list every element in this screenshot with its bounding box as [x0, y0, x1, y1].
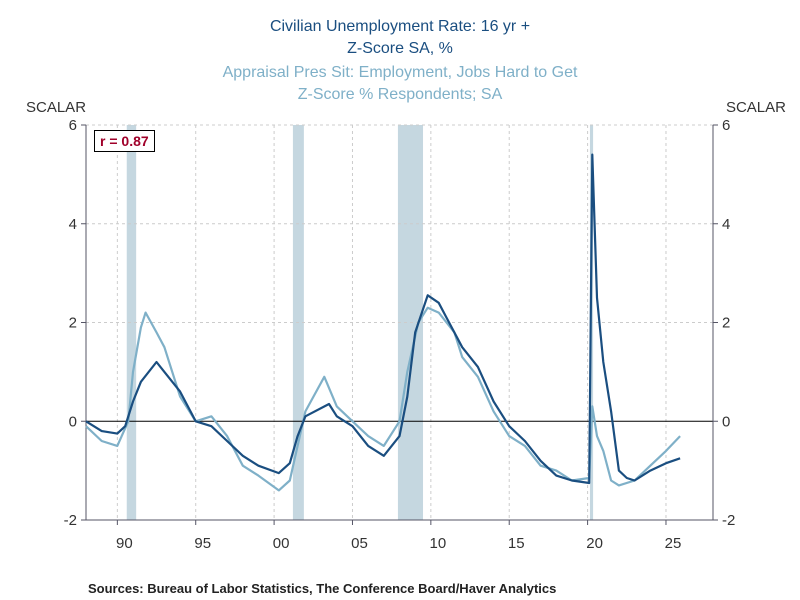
y-tick-label-right: 6 [722, 117, 730, 134]
x-tick-label: 00 [273, 535, 290, 552]
x-tick-label: 90 [116, 535, 133, 552]
y-tick-label-right: 4 [722, 216, 730, 233]
y-tick-label-left: -2 [64, 512, 77, 529]
y-tick-label-left: 6 [69, 117, 77, 134]
y-tick-label-right: 0 [722, 413, 730, 430]
y-tick-label-right: 2 [722, 315, 730, 332]
y-axis-right-label: SCALAR [725, 99, 786, 116]
series-unemployment-rate-line [85, 153, 681, 485]
correlation-annotation: r = 0.87 [94, 130, 155, 152]
y-tick-label-left: 4 [69, 216, 77, 233]
x-tick-label: 20 [586, 535, 603, 552]
x-tick-label: 10 [430, 535, 447, 552]
y-tick-label-left: 0 [69, 413, 77, 430]
x-tick-label: 05 [351, 535, 368, 552]
series-jobs-hard-to-get-line [85, 306, 681, 492]
y-tick-label-right: -2 [722, 512, 735, 529]
title-series2-line2: Z-Score % Respondents; SA [297, 86, 503, 103]
x-tick-label: 15 [508, 535, 525, 552]
x-tick-label: 25 [665, 535, 682, 552]
title-series1-line1: Civilian Unemployment Rate: 16 yr + [269, 18, 531, 35]
sources-footer: Sources: Bureau of Labor Statistics, The… [88, 581, 557, 596]
y-axis-left-label: SCALAR [26, 99, 87, 116]
y-tick-label-left: 2 [69, 315, 77, 332]
title-series2-line1: Appraisal Pres Sit: Employment, Jobs Har… [222, 64, 578, 81]
recession-band [126, 125, 137, 520]
x-tick-label: 95 [194, 535, 211, 552]
title-series1-line2: Z-Score SA, % [347, 40, 453, 57]
